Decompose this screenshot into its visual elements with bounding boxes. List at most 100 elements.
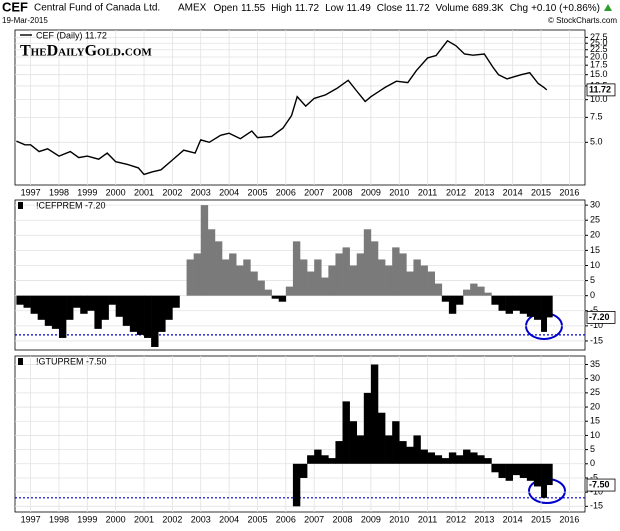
premium-bar [30,295,38,314]
x-tick-label: 1998 [49,187,69,197]
premium-bar [335,441,343,464]
premium-bar [144,295,152,338]
x-tick-label: 2002 [162,187,182,197]
premium-bar [321,277,329,296]
premium-bar [16,295,24,305]
x-tick-label: 2009 [361,187,381,197]
x-tick-label: 2014 [503,187,523,197]
legend-label: CEF (Daily) 11.72 [36,30,107,40]
premium-bar [23,295,31,308]
premium-bar [434,455,443,464]
up-arrow [604,4,612,11]
premium-bar [427,452,436,464]
premium-bar [328,265,336,296]
premium-bar [321,455,329,464]
premium-bar [512,295,521,311]
watermark: TheDailyGold.com [20,43,152,60]
premium-bar [413,259,421,296]
quote-label: Chg [510,3,528,14]
premium-bar [136,295,145,335]
panel-frame [14,355,586,513]
x-tick-label: 2007 [304,187,324,197]
panel-frame [14,199,586,351]
source: © StockCharts.com [548,16,617,25]
x-tick-label: 2004 [219,514,239,524]
x-tick-label: 2016 [559,187,579,197]
premium-bar [314,449,322,464]
premium-bar [427,271,436,296]
premium-bar [264,289,272,296]
last-value-box [586,83,616,97]
quote-label: Close [377,3,403,14]
premium-bar [271,295,280,299]
premium-bar [385,435,393,464]
premium-bar [505,463,513,481]
y-tick-label: 25 [590,387,600,397]
premium-bar [94,295,102,329]
premium-bar [363,392,372,464]
x-tick-label: 2003 [191,514,211,524]
premium-bar [519,295,528,314]
premium-bar [292,241,301,296]
x-tick-label: 1997 [21,187,41,197]
y-tick-label: -5 [590,472,598,482]
premium-bar [193,253,202,296]
x-tick-label: 2006 [276,514,296,524]
premium-bar [186,259,194,296]
x-tick-label: 1998 [49,514,69,524]
x-tick-label: 2008 [333,514,353,524]
x-tick-label: 2002 [162,514,182,524]
y-tick-label: 25 [590,215,600,225]
last-value-box [586,478,616,492]
legend-swatch [18,202,23,209]
premium-bar [399,441,407,464]
premium-bar [541,295,548,332]
x-tick-label: 1999 [77,514,97,524]
x-tick-label: 2003 [191,187,211,197]
price-line [16,39,548,176]
premium-bar [87,295,95,311]
quote-value: 11.55 [241,3,266,14]
y-tick-label: 10 [590,430,600,440]
y-tick-label: 20.0 [590,51,608,61]
premium-bar [200,205,209,296]
premium-bar [406,271,414,296]
x-tick-label: 2012 [446,514,466,524]
premium-bar [385,265,393,296]
premium-bar [448,452,457,464]
premium-bar [413,435,421,464]
premium-bar [115,295,124,317]
premium-bar [335,253,343,296]
x-tick-label: 2004 [219,187,239,197]
premium-bar [51,295,60,329]
x-tick-label: 1997 [21,514,41,524]
premium-bar [377,259,386,296]
premium-bar [441,295,450,302]
premium-bar [214,241,223,296]
premium-bar [420,449,428,464]
premium-bar [399,253,407,296]
x-tick-label: 1999 [77,187,97,197]
premium-bar [44,295,53,326]
legend-label: !GTUPREM -7.50 [36,356,107,366]
premium-bar [37,295,46,320]
y-tick-label: 15.0 [590,69,608,79]
premium-bar [463,289,471,296]
premium-bar [165,295,173,320]
premium-bar [328,458,336,464]
premium-bar [342,247,350,296]
premium-bar [349,265,358,296]
x-tick-label: 2001 [134,187,154,197]
quote-label: Volume [436,3,470,14]
premium-bar [533,295,542,320]
y-tick-label: 17.5 [590,60,608,70]
premium-bar [243,259,251,296]
premium-bar [73,295,81,308]
premium-bar [406,446,414,464]
y-tick-label: 25.0 [590,38,608,48]
quote-line: Open 11.55 High 11.72 Low 11.49 Close 11.72 Volu… [213,3,600,14]
premium-bar [307,271,315,296]
quote-value: 11.72 [405,3,430,14]
x-tick-label: 2014 [503,514,523,524]
y-tick-label: -10 [590,320,603,330]
